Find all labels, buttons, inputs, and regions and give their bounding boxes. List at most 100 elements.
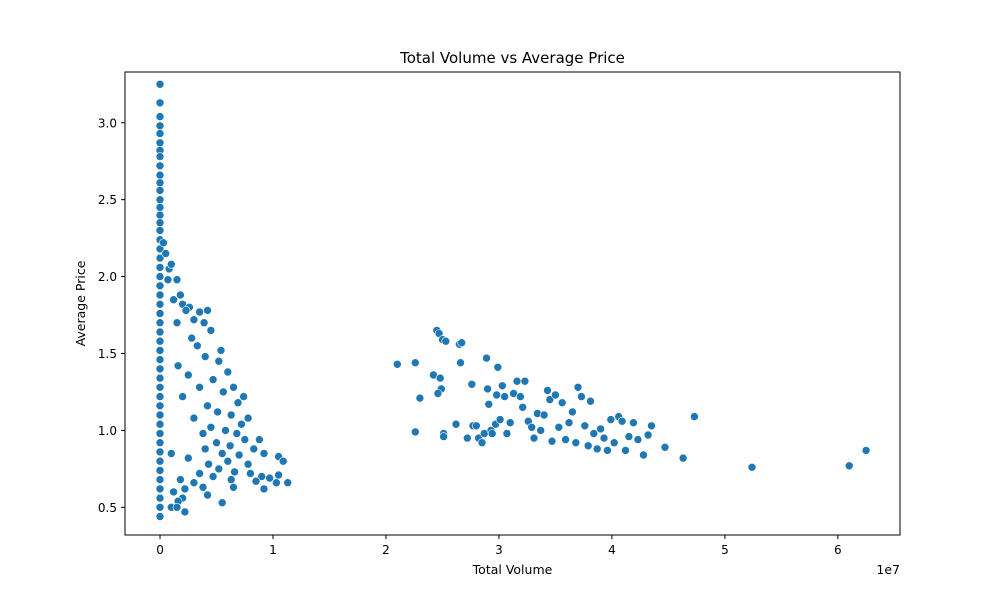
- data-point: [495, 415, 505, 424]
- data-point: [203, 306, 212, 315]
- data-point: [678, 453, 688, 463]
- data-point: [155, 170, 165, 180]
- data-point: [246, 469, 255, 478]
- y-tick-label: 1.0: [98, 424, 117, 438]
- data-point: [617, 416, 627, 426]
- data-point: [639, 450, 648, 460]
- data-point: [172, 275, 182, 285]
- data-point: [213, 407, 222, 417]
- data-point: [189, 478, 199, 488]
- data-point: [155, 355, 165, 364]
- data-point: [195, 307, 204, 317]
- data-point: [512, 376, 522, 386]
- data-point: [596, 424, 605, 434]
- data-point: [155, 121, 165, 131]
- data-point: [216, 346, 226, 355]
- data-point: [155, 502, 165, 512]
- data-point: [520, 376, 530, 386]
- x-tick-label: 2: [382, 543, 390, 557]
- data-point: [155, 419, 165, 429]
- data-point: [577, 392, 586, 401]
- data-point: [169, 295, 178, 305]
- data-point: [568, 407, 577, 417]
- data-point: [212, 438, 221, 448]
- data-point: [195, 382, 204, 392]
- data-point: [226, 410, 236, 420]
- y-tick-label: 3.0: [98, 116, 117, 130]
- data-point: [195, 469, 204, 478]
- data-point: [251, 476, 261, 486]
- data-point: [155, 318, 165, 328]
- data-point: [232, 429, 242, 438]
- data-point: [155, 272, 165, 281]
- data-point: [155, 299, 165, 309]
- data-point: [543, 386, 552, 395]
- data-point: [518, 402, 528, 412]
- data-point: [229, 482, 238, 492]
- data-point: [599, 433, 609, 443]
- data-point: [690, 412, 699, 421]
- data-point: [624, 432, 634, 441]
- data-point: [580, 421, 590, 431]
- data-point: [545, 395, 555, 404]
- data-point: [217, 498, 227, 508]
- data-point: [180, 507, 190, 517]
- data-point: [167, 449, 176, 458]
- data-point: [176, 290, 185, 300]
- data-point: [223, 367, 233, 377]
- data-point: [155, 512, 165, 521]
- plot-frame: [124, 71, 901, 536]
- data-point: [187, 333, 196, 343]
- x-tick-label: 6: [834, 543, 842, 557]
- data-point: [415, 393, 425, 403]
- data-point: [259, 484, 269, 494]
- data-point: [621, 446, 630, 455]
- data-point: [155, 475, 165, 484]
- data-point: [155, 218, 165, 227]
- data-point: [155, 112, 165, 121]
- data-point: [155, 466, 165, 475]
- data-point: [155, 373, 165, 383]
- data-point: [471, 421, 481, 431]
- data-point: [198, 429, 208, 438]
- data-point: [844, 461, 854, 471]
- data-point: [392, 359, 402, 369]
- data-point: [629, 418, 638, 428]
- data-point: [155, 98, 165, 108]
- data-point: [189, 315, 199, 325]
- data-point: [167, 259, 176, 269]
- data-point: [155, 336, 165, 346]
- data-point: [180, 484, 190, 494]
- data-point: [184, 453, 193, 463]
- data-point: [255, 435, 264, 444]
- data-point: [462, 433, 472, 443]
- data-point: [206, 326, 216, 335]
- data-point: [265, 473, 274, 483]
- data-point: [198, 482, 208, 492]
- data-point: [155, 129, 165, 138]
- data-point: [551, 390, 560, 400]
- x-axis-offset-label: 1e7: [876, 562, 900, 577]
- data-point: [155, 309, 165, 318]
- y-tick-label: 0.5: [98, 501, 117, 515]
- data-point: [155, 161, 165, 171]
- data-point: [163, 275, 173, 285]
- data-point: [229, 382, 238, 392]
- data-point: [539, 410, 549, 420]
- data-point: [592, 444, 602, 454]
- data-point: [573, 382, 583, 392]
- data-point: [536, 426, 546, 435]
- data-point: [193, 341, 202, 351]
- data-point: [155, 80, 165, 89]
- data-point: [206, 422, 216, 432]
- data-point: [173, 361, 183, 371]
- data-point: [161, 249, 170, 258]
- data-point: [861, 446, 871, 455]
- data-point: [492, 390, 502, 400]
- data-point: [203, 401, 212, 411]
- data-point: [487, 429, 497, 438]
- data-point: [155, 226, 165, 235]
- data-point: [516, 392, 525, 401]
- x-tick-label: 0: [156, 543, 164, 557]
